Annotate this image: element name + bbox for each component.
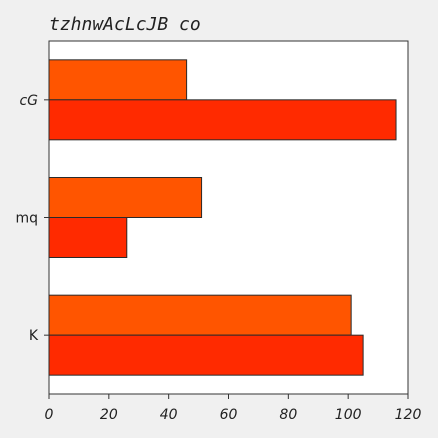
bar-mq-s2 bbox=[48, 217, 128, 258]
x-tick-label: 80 bbox=[279, 407, 297, 423]
y-tick-label: K bbox=[29, 328, 39, 344]
x-tick-label: 20 bbox=[100, 407, 118, 423]
y-tick-label: mq bbox=[15, 211, 38, 227]
x-tick-label: 100 bbox=[335, 407, 362, 423]
y-axis: Kmq cG bbox=[15, 93, 49, 344]
x-tick-label: 40 bbox=[160, 407, 178, 423]
bar-cG-s1 bbox=[48, 59, 188, 101]
bar-mq-s1 bbox=[48, 177, 203, 218]
x-axis: 0 20 40 60 80 100 120 bbox=[45, 394, 422, 423]
x-tick-label: 0 bbox=[45, 407, 54, 423]
bars-layer bbox=[48, 59, 397, 376]
bar-K-s1 bbox=[48, 294, 352, 336]
y-tick-label: cG bbox=[19, 93, 38, 109]
bar-cG-s2 bbox=[48, 99, 397, 141]
chart-title: tzhnwAcLcJB co bbox=[49, 14, 201, 35]
bar-K-s2 bbox=[48, 334, 364, 376]
x-tick-label: 60 bbox=[220, 407, 238, 423]
x-tick-label: 120 bbox=[395, 407, 422, 423]
